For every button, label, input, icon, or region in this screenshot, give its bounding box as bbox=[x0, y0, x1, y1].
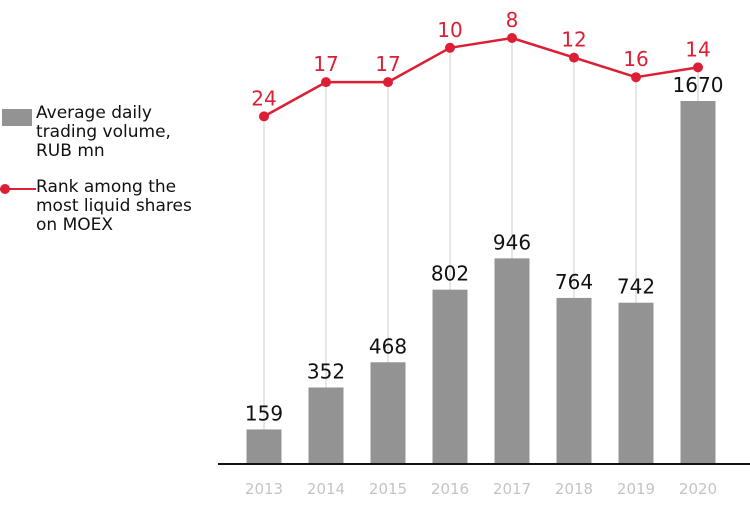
x-tick-label: 2019 bbox=[617, 480, 655, 498]
legend-item-rank: Rank among the most liquid shares on MOE… bbox=[0, 178, 205, 235]
rank-line-series bbox=[259, 33, 703, 122]
bar-value-label: 802 bbox=[431, 262, 469, 286]
x-tick-labels: 2013 2014 2015 2016 2017 2018 2019 2020 bbox=[245, 480, 717, 498]
rank-value-label: 17 bbox=[313, 52, 338, 76]
rank-point bbox=[569, 52, 579, 63]
legend: Average daily trading volume, RUB mn Ran… bbox=[0, 104, 205, 252]
bar-value-label: 352 bbox=[307, 359, 345, 383]
bar bbox=[494, 258, 530, 464]
rank-value-label: 16 bbox=[623, 47, 648, 71]
rank-point bbox=[507, 33, 517, 43]
legend-item-volume: Average daily trading volume, RUB mn bbox=[0, 104, 205, 161]
bar-value-label: 159 bbox=[245, 401, 283, 425]
rank-value-label: 17 bbox=[375, 52, 400, 76]
bar-value-label: 1670 bbox=[673, 73, 724, 97]
rank-line-path bbox=[263, 36, 699, 118]
bar-value-label: 946 bbox=[493, 230, 531, 254]
bar bbox=[556, 297, 592, 464]
legend-label-volume: Average daily trading volume, RUB mn bbox=[36, 103, 171, 161]
bar-value-labels: 159 352 468 802 946 764 742 1670 bbox=[245, 73, 724, 425]
bar-value-label: 468 bbox=[369, 334, 407, 358]
bar bbox=[432, 289, 468, 464]
rank-value-label: 12 bbox=[561, 28, 586, 52]
bar-value-label: 764 bbox=[555, 270, 593, 294]
x-tick-label: 2013 bbox=[245, 480, 283, 498]
bar bbox=[308, 387, 344, 464]
legend-dot-marker bbox=[0, 184, 10, 194]
rank-point bbox=[321, 77, 331, 88]
bar bbox=[618, 302, 654, 464]
x-tick-label: 2020 bbox=[679, 480, 717, 498]
rank-value-label: 10 bbox=[437, 18, 462, 42]
rank-point bbox=[693, 62, 703, 73]
bar-series bbox=[246, 101, 716, 464]
legend-bar-swatch bbox=[2, 109, 32, 126]
bar bbox=[680, 101, 716, 464]
guide-lines bbox=[263, 38, 699, 464]
legend-label-rank: Rank among the most liquid shares on MOE… bbox=[36, 177, 192, 235]
rank-point bbox=[445, 42, 455, 53]
rank-value-label: 14 bbox=[685, 37, 710, 61]
x-tick-label: 2016 bbox=[431, 480, 469, 498]
bar bbox=[246, 429, 282, 464]
rank-value-label: 8 bbox=[506, 8, 519, 32]
x-tick-label: 2017 bbox=[493, 480, 531, 498]
x-tick-label: 2015 bbox=[369, 480, 407, 498]
rank-value-label: 24 bbox=[251, 86, 276, 110]
x-tick-label: 2018 bbox=[555, 480, 593, 498]
rank-point bbox=[383, 77, 393, 88]
bar bbox=[370, 362, 406, 464]
bar-value-label: 742 bbox=[617, 275, 655, 299]
x-tick-label: 2014 bbox=[307, 480, 345, 498]
rank-point bbox=[259, 111, 269, 122]
rank-value-labels: 24 17 17 10 8 12 16 14 bbox=[251, 8, 710, 110]
legend-line-swatch bbox=[0, 188, 36, 190]
rank-point bbox=[631, 72, 641, 83]
